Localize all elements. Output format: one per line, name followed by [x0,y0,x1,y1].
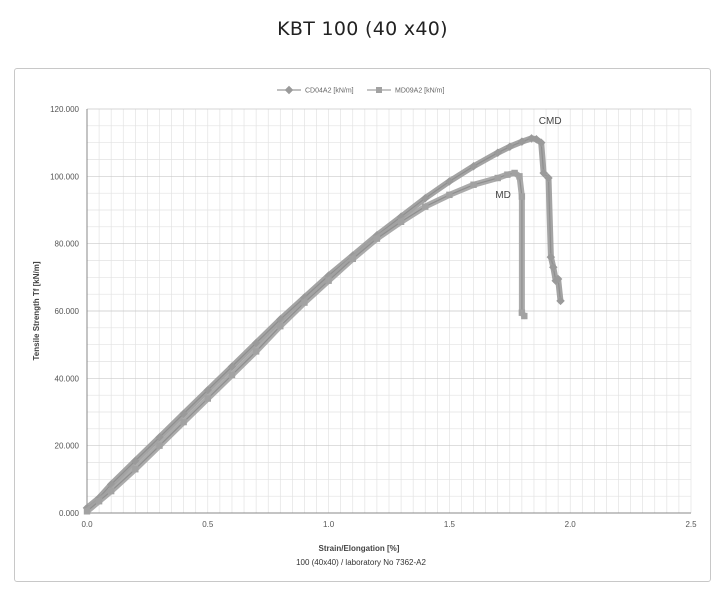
legend-label: CD04A2 [kN/m] [305,88,354,95]
x-tick-label: 0.0 [81,520,93,529]
series-point-md [325,277,332,284]
series-point-md [301,299,308,306]
series-point-md [156,442,163,449]
series-point-md [494,174,501,182]
y-tick-label: 60.000 [55,307,80,316]
series-point-md [83,508,91,515]
series-point-md [349,255,356,263]
legend-marker-square [376,87,382,93]
series-core-2 [86,172,525,512]
labels-layer: CD04A2 [kN/m] MD09A2 [kN/m] CMD MD [277,85,562,201]
annotation-cmd: CMD [539,116,562,127]
series-point-md [516,173,523,180]
x-axis-title: Strain/Elongation [%] [319,544,400,553]
series-point-cd [493,148,502,158]
series-line-2 [84,170,528,515]
series-point-md [422,203,429,210]
chart-svg: 0.0 0.5 1.0 1.5 2.0 2.5 0.000 20.000 40.000 60.00… [32,85,697,567]
y-tick-label: 80.000 [55,240,80,249]
series-point-cd [155,433,164,442]
series-point-md [204,395,211,402]
series-point-cd [469,161,478,171]
series-point-cd [227,362,237,371]
series-point-md [373,235,381,242]
legend-marker-diamond [284,85,294,95]
x-tick-label: 2.0 [565,520,577,529]
series-layer [82,134,565,515]
series-point-md [252,348,260,355]
series-point-cd [553,274,563,284]
series-point-cd [420,193,430,203]
series-core-1 [86,137,562,509]
series-point-md [107,487,115,495]
series-point-md [446,191,453,199]
series-point-md [228,371,236,379]
y-tick-label: 0.000 [59,509,80,518]
y-tick-label: 100.000 [50,172,79,181]
series-point-md [504,171,511,178]
series-point-md [470,181,477,188]
x-tick-label: 1.5 [444,520,456,529]
series-point-md [521,312,528,320]
series-point-md [277,322,284,330]
series-point-md [518,309,526,316]
chart-frame: 0.0 0.5 1.0 1.5 2.0 2.5 0.000 20.000 40.000 60.00… [14,68,711,582]
annotation-md: MD [495,190,511,201]
series-point-md [180,418,187,426]
series-point-md [132,466,139,473]
footer-text: 100 (40x40) / laboratory No 7362-A2 [296,558,426,567]
x-tick-label: 1.0 [323,520,335,529]
grid-lines [86,108,692,514]
y-tick-label: 40.000 [55,374,80,383]
series-point-cd [505,142,515,151]
series-point-md [397,218,405,225]
x-tick-label: 0.5 [202,520,214,529]
axes: 0.0 0.5 1.0 1.5 2.0 2.5 0.000 20.000 40.000 60.00… [32,105,697,567]
y-tick-label: 20.000 [55,442,80,451]
y-tick-label: 120.000 [50,105,79,114]
series-point-md [511,169,518,177]
series-point-md [518,193,526,200]
x-tick-label: 2.5 [685,520,697,529]
series-point-md [95,498,103,505]
series-point-cd [546,252,556,262]
legend-label: MD09A2 [kN/m] [395,88,444,95]
series-line-1 [84,135,564,511]
y-axis-title: Tensile Strength Tf [kN/m] [32,261,41,360]
page-title: KBT 100 (40 x40) [277,18,448,40]
